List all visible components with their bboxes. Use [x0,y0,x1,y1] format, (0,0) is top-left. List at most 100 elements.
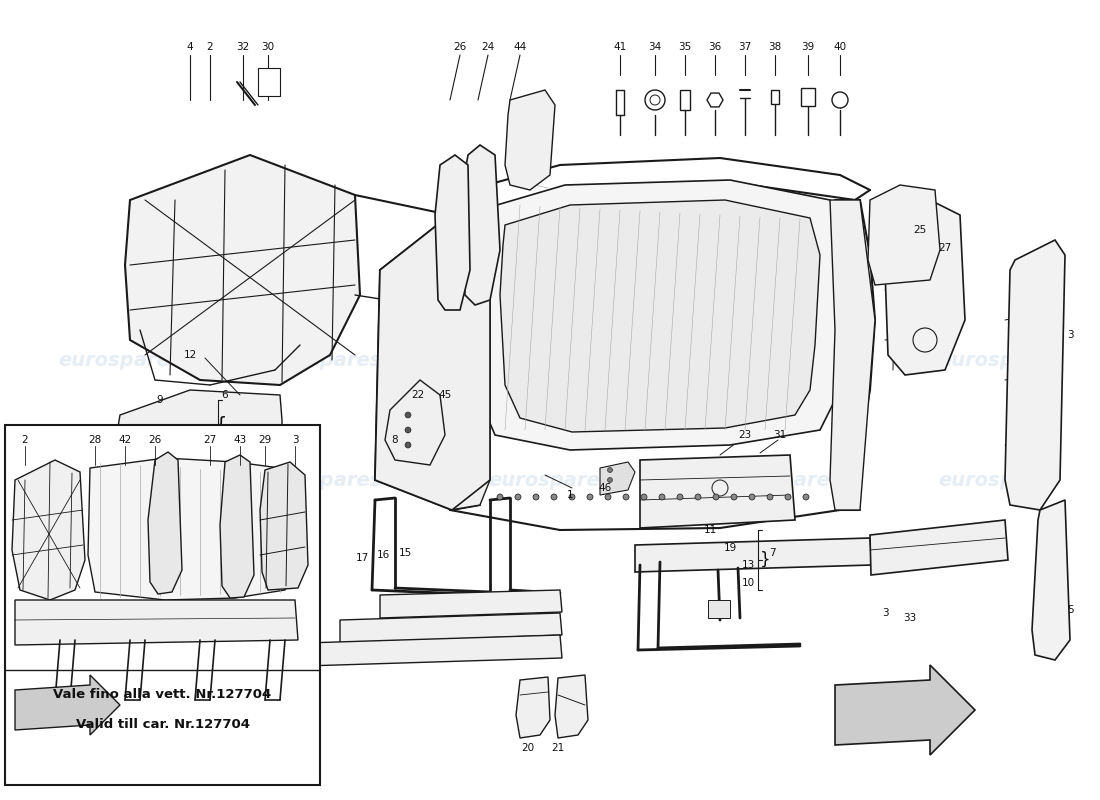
Circle shape [607,478,613,482]
Text: 20: 20 [521,743,535,753]
Text: eurospares: eurospares [158,270,282,290]
Circle shape [605,494,610,500]
Text: 2: 2 [207,42,213,52]
Polygon shape [450,210,490,510]
Text: 3: 3 [292,435,298,445]
Polygon shape [868,185,940,285]
Text: 31: 31 [773,430,786,440]
Text: 36: 36 [708,42,722,52]
Circle shape [767,494,773,500]
Bar [680,90,690,110]
Text: 45: 45 [439,390,452,400]
Circle shape [713,494,719,500]
Text: 3: 3 [882,608,889,618]
Text: 29: 29 [258,435,272,445]
Text: 46: 46 [598,483,612,493]
Text: 33: 33 [903,613,916,623]
Circle shape [623,494,629,500]
Text: eurospares: eurospares [58,350,182,370]
Text: 16: 16 [376,550,389,560]
Polygon shape [305,635,562,666]
Text: 1: 1 [566,490,573,500]
Text: 27: 27 [938,243,952,253]
Circle shape [832,92,848,108]
Circle shape [659,494,666,500]
Text: 43: 43 [233,435,246,445]
Text: eurospares: eurospares [938,470,1062,490]
Text: 17: 17 [355,553,368,563]
Polygon shape [635,538,872,572]
Circle shape [551,494,557,500]
Text: 18: 18 [168,440,182,450]
Circle shape [405,442,411,448]
Text: 14: 14 [168,462,182,472]
Circle shape [405,427,411,433]
Polygon shape [1032,500,1070,660]
Text: 34: 34 [648,42,661,52]
Circle shape [803,494,808,500]
Text: 24: 24 [482,42,495,52]
Bar [708,600,730,618]
Text: eurospares: eurospares [488,350,612,370]
Text: 25: 25 [913,225,926,235]
Text: 41: 41 [614,42,627,52]
Text: 35: 35 [679,42,692,52]
Polygon shape [15,600,298,645]
Polygon shape [472,180,845,450]
Circle shape [534,494,539,500]
Text: {: { [214,415,228,434]
Circle shape [641,494,647,500]
Polygon shape [220,455,254,598]
Text: }: } [760,551,771,569]
Text: eurospares: eurospares [488,470,612,490]
Bar [801,88,815,106]
Text: 40: 40 [834,42,847,52]
Text: eurospares: eurospares [718,350,842,370]
Text: eurospares: eurospares [718,470,842,490]
Text: eurospares: eurospares [398,270,521,290]
Polygon shape [556,675,588,738]
Circle shape [587,494,593,500]
Polygon shape [375,215,490,510]
Polygon shape [15,675,120,735]
Text: 38: 38 [769,42,782,52]
Polygon shape [118,430,288,510]
Text: 7: 7 [769,548,776,558]
Polygon shape [260,462,308,590]
Text: 23: 23 [738,430,751,440]
Circle shape [749,494,755,500]
Bar [771,90,779,104]
Polygon shape [830,200,874,510]
Polygon shape [500,200,820,432]
Polygon shape [125,155,360,385]
Text: 12: 12 [184,350,197,360]
Text: 13: 13 [741,560,755,570]
Polygon shape [243,440,282,520]
Text: 19: 19 [724,543,737,553]
Text: 6: 6 [222,390,229,400]
Circle shape [497,494,503,500]
Text: 26: 26 [148,435,162,445]
Bar [258,68,280,96]
Polygon shape [12,460,85,600]
Polygon shape [835,665,975,755]
Polygon shape [379,590,562,618]
Text: 15: 15 [398,548,411,558]
Bar [6,425,320,785]
Polygon shape [640,455,795,528]
Polygon shape [870,520,1008,575]
Polygon shape [1005,240,1065,510]
Text: 9: 9 [156,395,163,405]
Text: 11: 11 [703,525,716,535]
Polygon shape [600,462,635,495]
Text: eurospares: eurospares [638,270,761,290]
Text: 42: 42 [119,435,132,445]
Text: 2: 2 [22,435,29,445]
Polygon shape [434,155,470,310]
Polygon shape [886,200,965,375]
Circle shape [515,494,521,500]
Text: 3: 3 [1067,330,1074,340]
Text: 10: 10 [741,578,755,588]
Polygon shape [505,90,556,190]
Polygon shape [385,380,446,465]
